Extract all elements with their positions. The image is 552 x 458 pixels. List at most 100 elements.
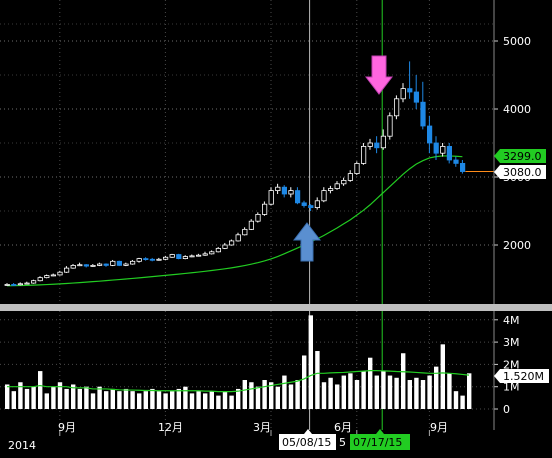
candle-body: [215, 247, 221, 253]
volume-bar: [407, 380, 412, 409]
candle-body: [268, 190, 274, 205]
volume-bar: [84, 386, 89, 409]
candle: [116, 260, 122, 267]
candle: [182, 255, 188, 260]
candle-body: [426, 125, 433, 144]
volume-bar: [209, 391, 214, 409]
volume-bar: [156, 391, 162, 409]
volume-bar: [44, 393, 49, 409]
volume-bar: [5, 384, 10, 409]
candle: [83, 264, 89, 268]
candle-body: [281, 186, 288, 195]
candle-body: [116, 260, 122, 266]
candle-body: [70, 264, 76, 269]
candle: [30, 279, 37, 284]
x-tick-label: 3月: [253, 421, 271, 434]
candle-body: [64, 267, 70, 273]
volume-bar: [269, 382, 274, 409]
candle-body: [393, 98, 400, 117]
candle: [103, 263, 109, 267]
candle: [268, 187, 274, 206]
candle-body: [413, 91, 420, 103]
candle: [189, 254, 195, 258]
candle-body: [209, 251, 215, 255]
candle-body: [50, 274, 57, 277]
candle: [380, 129, 387, 150]
volume-bar: [123, 388, 129, 409]
candle-body: [314, 200, 321, 209]
candle-body: [360, 145, 367, 164]
candle-body: [169, 254, 175, 258]
price-grid: [0, 0, 494, 304]
candle-body: [156, 258, 162, 261]
volume-bar: [275, 386, 280, 409]
volume-average-line: [7, 370, 470, 393]
volume-tick-label: 4M: [503, 314, 520, 327]
candle: [64, 266, 70, 273]
volume-bar: [203, 393, 208, 409]
candle: [294, 187, 301, 205]
volume-bar: [381, 371, 386, 409]
candle: [57, 270, 63, 276]
candle: [367, 138, 373, 150]
volume-bar: [137, 393, 142, 409]
candle-body: [77, 264, 83, 267]
candle-body: [57, 271, 63, 276]
volume-bar: [104, 391, 109, 409]
candle-body: [17, 283, 24, 286]
candle-body: [255, 213, 261, 222]
candle: [374, 136, 380, 154]
candles: [4, 61, 466, 286]
candle-body: [90, 264, 96, 267]
candle: [97, 262, 103, 267]
cursor-date-2-text: 07/17/15: [353, 436, 402, 449]
candle-body: [347, 173, 354, 181]
x-tick-label: 6月: [334, 421, 352, 434]
cursor-date-label-1: 05/08/15: [279, 429, 336, 450]
volume-bar: [321, 382, 327, 409]
volume-tick-label: 2M: [503, 358, 520, 371]
last-price-tag: 3080.0: [494, 165, 546, 179]
volume-bar: [24, 388, 30, 409]
candle: [393, 95, 400, 120]
candle-body: [149, 258, 155, 261]
volume-bar: [229, 395, 234, 409]
candle-body: [321, 190, 327, 202]
candle: [50, 273, 57, 277]
volume-bar: [440, 344, 445, 409]
candle: [407, 61, 413, 99]
volume-bar: [176, 388, 181, 409]
candle-body: [24, 282, 30, 285]
volume-tick-label: 3M: [503, 336, 520, 349]
candle: [136, 257, 142, 263]
candle: [209, 250, 215, 255]
cursor-date-tail: 5: [339, 436, 346, 449]
ma-price-tag: 3299.0: [494, 149, 546, 163]
volume-bar: [236, 388, 241, 409]
candle-body: [341, 179, 347, 185]
candle: [90, 264, 96, 267]
price-axis: 2000300040005000: [494, 35, 531, 252]
volume-bar: [18, 382, 23, 409]
volume-bar: [143, 391, 148, 409]
panel-separator[interactable]: [0, 304, 552, 311]
candle-body: [30, 280, 37, 284]
candle: [360, 143, 367, 165]
candle: [327, 185, 334, 194]
volume-tick-label: 0: [503, 403, 510, 416]
volume-bar: [460, 395, 465, 409]
candle-body: [97, 263, 103, 266]
volume-bar: [77, 388, 82, 409]
candle-body: [143, 258, 149, 261]
volume-bar: [249, 382, 254, 409]
candle: [354, 161, 360, 175]
candle-body: [235, 234, 241, 242]
candle-body: [129, 260, 136, 265]
candle-body: [261, 203, 268, 215]
candle: [321, 187, 327, 203]
volume-bar: [57, 382, 63, 409]
candle-body: [453, 159, 459, 164]
volume-bar: [262, 380, 267, 409]
volume-bar: [348, 373, 353, 409]
